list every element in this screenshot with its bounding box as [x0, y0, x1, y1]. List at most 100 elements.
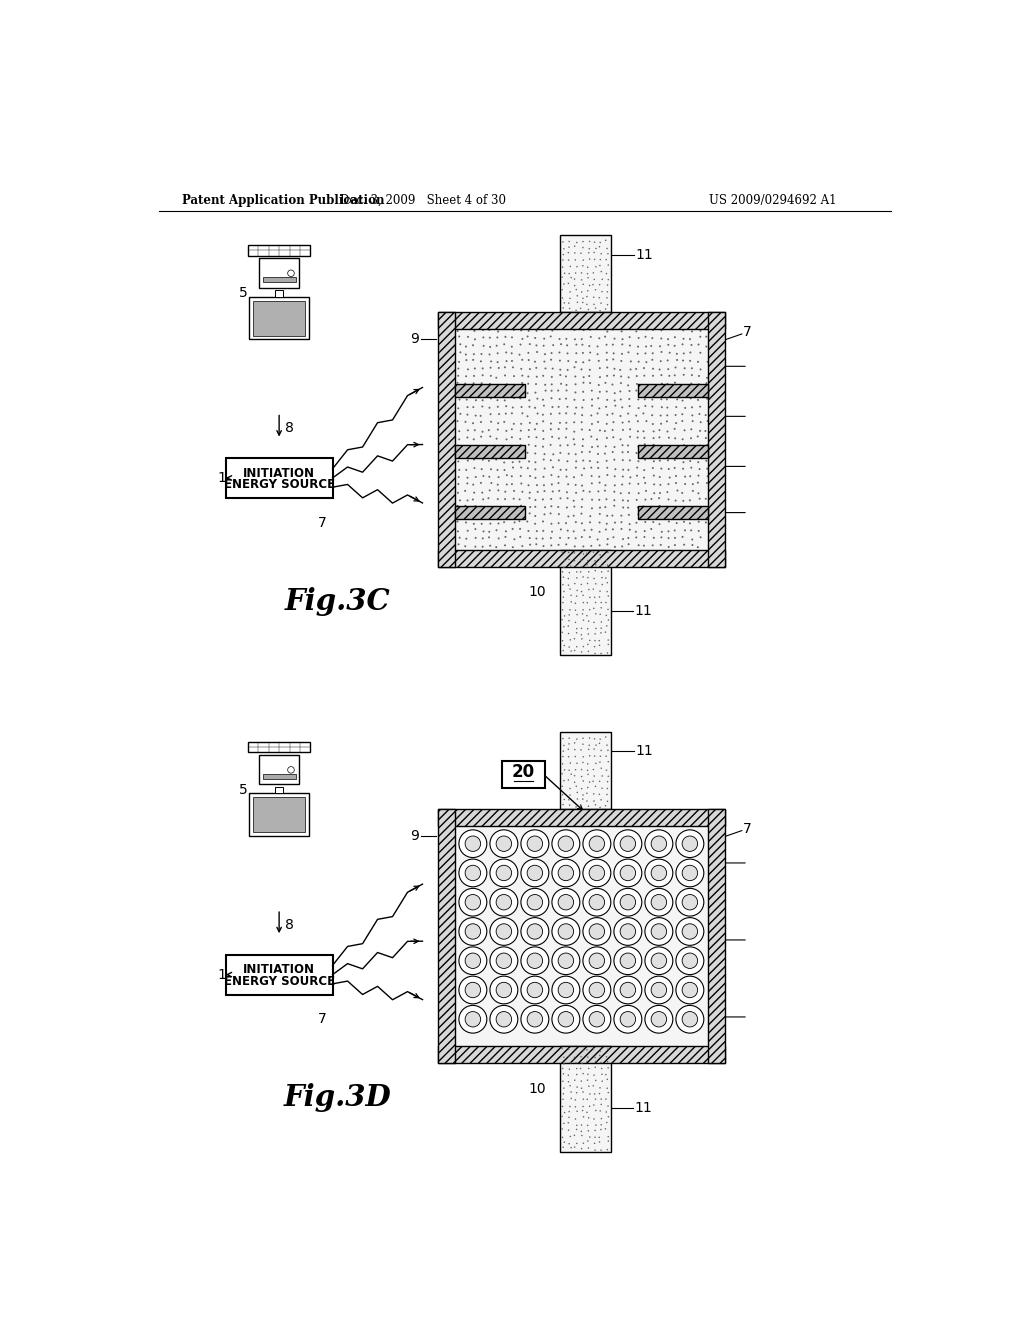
Circle shape: [550, 459, 552, 461]
Circle shape: [473, 445, 475, 447]
Circle shape: [527, 375, 529, 378]
Circle shape: [668, 546, 670, 548]
Circle shape: [629, 529, 631, 531]
Circle shape: [562, 804, 564, 805]
Circle shape: [668, 469, 670, 470]
Text: 11: 11: [634, 605, 652, 618]
Circle shape: [498, 537, 500, 540]
Circle shape: [594, 259, 595, 260]
Circle shape: [699, 421, 701, 424]
Circle shape: [607, 595, 609, 597]
Circle shape: [563, 284, 564, 285]
Circle shape: [684, 529, 686, 532]
Circle shape: [562, 597, 564, 598]
Circle shape: [588, 620, 590, 622]
Circle shape: [582, 302, 584, 304]
Circle shape: [587, 770, 588, 771]
Circle shape: [566, 507, 568, 508]
Circle shape: [684, 475, 686, 478]
Circle shape: [587, 290, 589, 292]
Circle shape: [629, 483, 631, 484]
Circle shape: [605, 631, 606, 634]
Circle shape: [569, 788, 570, 789]
Circle shape: [705, 507, 707, 510]
Circle shape: [588, 309, 589, 310]
Circle shape: [674, 381, 676, 384]
Circle shape: [464, 504, 466, 507]
Circle shape: [645, 362, 647, 363]
Circle shape: [583, 284, 584, 285]
Circle shape: [528, 491, 530, 494]
Circle shape: [577, 301, 579, 304]
Circle shape: [638, 360, 640, 363]
Circle shape: [570, 594, 571, 597]
Circle shape: [589, 359, 591, 362]
Circle shape: [573, 246, 575, 247]
Circle shape: [660, 467, 663, 470]
Circle shape: [613, 499, 615, 502]
Text: ENERGY SOURCE: ENERGY SOURCE: [223, 478, 335, 491]
Circle shape: [683, 521, 685, 523]
Circle shape: [582, 407, 584, 409]
Circle shape: [520, 504, 522, 507]
Circle shape: [660, 374, 663, 376]
Circle shape: [629, 405, 631, 407]
Text: Patent Application Publication: Patent Application Publication: [182, 194, 385, 207]
Circle shape: [691, 374, 693, 376]
Circle shape: [535, 445, 537, 447]
Circle shape: [691, 544, 693, 546]
Circle shape: [528, 537, 530, 539]
Circle shape: [520, 392, 522, 393]
Circle shape: [658, 477, 660, 478]
Circle shape: [651, 414, 653, 416]
Circle shape: [606, 652, 608, 653]
Circle shape: [684, 429, 685, 432]
Bar: [708, 809, 725, 1063]
Circle shape: [562, 572, 563, 573]
Circle shape: [699, 330, 701, 331]
Circle shape: [572, 500, 574, 502]
Circle shape: [558, 866, 573, 880]
Circle shape: [595, 628, 597, 630]
Circle shape: [594, 1093, 595, 1094]
Circle shape: [457, 375, 459, 376]
Circle shape: [569, 1106, 570, 1107]
Circle shape: [589, 351, 591, 354]
Circle shape: [552, 917, 580, 945]
Circle shape: [583, 859, 611, 887]
Bar: [455, 384, 524, 397]
Circle shape: [521, 491, 523, 492]
Circle shape: [613, 458, 615, 461]
Circle shape: [691, 414, 693, 416]
Circle shape: [489, 413, 492, 416]
Circle shape: [581, 536, 583, 539]
Circle shape: [589, 1093, 591, 1094]
Circle shape: [512, 528, 514, 529]
Bar: [708, 313, 725, 566]
Circle shape: [705, 498, 707, 500]
Circle shape: [512, 384, 514, 387]
Circle shape: [496, 1011, 512, 1027]
Circle shape: [481, 405, 483, 408]
Circle shape: [570, 1092, 571, 1093]
Circle shape: [551, 330, 553, 331]
Circle shape: [599, 644, 600, 645]
Circle shape: [605, 498, 607, 500]
Circle shape: [599, 1142, 600, 1143]
Circle shape: [642, 506, 644, 507]
Bar: [638, 506, 708, 519]
Circle shape: [630, 477, 632, 478]
Circle shape: [535, 337, 537, 339]
Circle shape: [599, 246, 600, 247]
Circle shape: [583, 1117, 585, 1118]
Circle shape: [558, 523, 559, 524]
Circle shape: [660, 383, 663, 384]
Circle shape: [512, 461, 514, 463]
Circle shape: [674, 437, 676, 440]
Circle shape: [588, 748, 590, 750]
Circle shape: [564, 1111, 565, 1113]
Circle shape: [552, 830, 580, 858]
Bar: [560, 235, 611, 313]
Circle shape: [511, 483, 513, 486]
Circle shape: [489, 367, 492, 368]
